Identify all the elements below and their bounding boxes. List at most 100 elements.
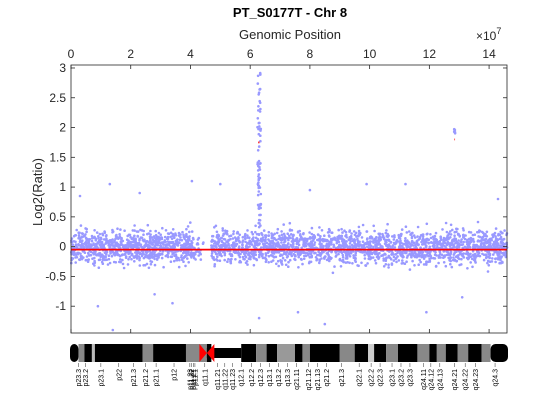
data-point: [258, 162, 262, 166]
data-point: [138, 252, 141, 256]
data-point: [373, 259, 377, 262]
ideogram-band: [457, 344, 469, 362]
y-tick-label: 2: [59, 121, 66, 135]
ideogram-band: [294, 344, 303, 362]
data-point: [142, 264, 145, 267]
data-point: [127, 233, 131, 237]
data-point: [384, 257, 388, 261]
data-point: [323, 322, 327, 326]
data-point: [81, 232, 84, 235]
data-point: [435, 254, 438, 257]
data-point: [492, 253, 495, 256]
data-point: [445, 236, 449, 240]
band-label: q12.3: [258, 369, 265, 387]
data-point: [169, 255, 173, 258]
data-point: [111, 238, 114, 241]
data-point: [452, 239, 456, 242]
band-label: q11.1: [202, 369, 209, 386]
data-point: [268, 239, 271, 243]
data-point: [246, 229, 249, 232]
y-axis-ticks: -1 -0.5 0 0.5 1 1.5 2 2.5 3: [45, 61, 507, 313]
y-tick-label: 0.5: [49, 210, 66, 224]
data-point: [462, 233, 465, 237]
data-point: [459, 240, 463, 243]
data-point: [259, 107, 262, 111]
data-point: [287, 245, 291, 249]
data-point: [497, 234, 500, 237]
data-point: [75, 255, 79, 259]
data-point: [171, 252, 174, 256]
data-point: [84, 233, 87, 236]
data-point: [365, 230, 369, 233]
data-point: [460, 257, 463, 261]
data-point: [387, 238, 391, 242]
data-point: [108, 243, 111, 247]
data-point: [161, 250, 165, 253]
data-point: [190, 230, 194, 233]
data-point: [447, 251, 450, 254]
data-point: [461, 227, 465, 230]
data-point: [413, 236, 417, 239]
data-point: [90, 234, 94, 238]
data-point: [484, 237, 488, 241]
data-point: [461, 254, 464, 257]
data-point: [257, 190, 261, 193]
data-point: [247, 251, 251, 255]
data-point: [142, 233, 145, 236]
data-point: [119, 240, 123, 244]
data-point: [88, 254, 91, 257]
data-point: [166, 232, 170, 235]
data-point: [337, 252, 340, 256]
data-point: [387, 243, 391, 246]
data-point: [379, 238, 383, 241]
data-point: [188, 235, 191, 238]
data-point: [215, 241, 218, 244]
ideogram-band: [445, 344, 458, 362]
data-point: [366, 245, 369, 248]
data-point: [284, 235, 287, 239]
data-points: [70, 71, 509, 332]
data-point: [262, 229, 266, 232]
data-point: [291, 245, 294, 249]
data-point: [269, 254, 273, 257]
data-point: [451, 228, 454, 232]
data-point: [256, 149, 260, 152]
data-point: [258, 87, 262, 91]
data-point: [258, 213, 261, 217]
data-point: [153, 257, 156, 261]
data-point: [83, 251, 87, 254]
data-point: [336, 235, 339, 239]
data-point: [257, 173, 261, 176]
data-point: [74, 253, 78, 257]
data-point: [76, 251, 79, 255]
data-point: [244, 237, 247, 240]
data-point: [357, 225, 361, 229]
y-tick-label: 2.5: [49, 91, 66, 105]
data-point: [116, 227, 119, 230]
data-point: [84, 236, 88, 240]
data-point: [132, 240, 136, 243]
data-point: [476, 240, 480, 243]
data-point: [129, 235, 132, 239]
data-point: [107, 257, 111, 261]
data-point: [288, 236, 291, 239]
data-point: [261, 256, 265, 260]
data-point: [164, 229, 168, 232]
data-point: [271, 245, 275, 248]
data-point: [233, 242, 236, 246]
data-point: [179, 233, 182, 236]
data-point: [432, 237, 435, 241]
data-point: [449, 252, 453, 256]
data-point: [79, 224, 83, 227]
data-point: [468, 241, 472, 245]
data-point: [415, 241, 419, 244]
data-point: [215, 252, 218, 256]
data-point: [396, 240, 400, 243]
data-point: [426, 260, 430, 264]
data-point: [266, 251, 270, 255]
data-point: [280, 230, 283, 233]
data-point: [484, 256, 488, 260]
data-point: [328, 235, 331, 238]
data-point: [366, 237, 369, 240]
data-point: [176, 238, 179, 241]
